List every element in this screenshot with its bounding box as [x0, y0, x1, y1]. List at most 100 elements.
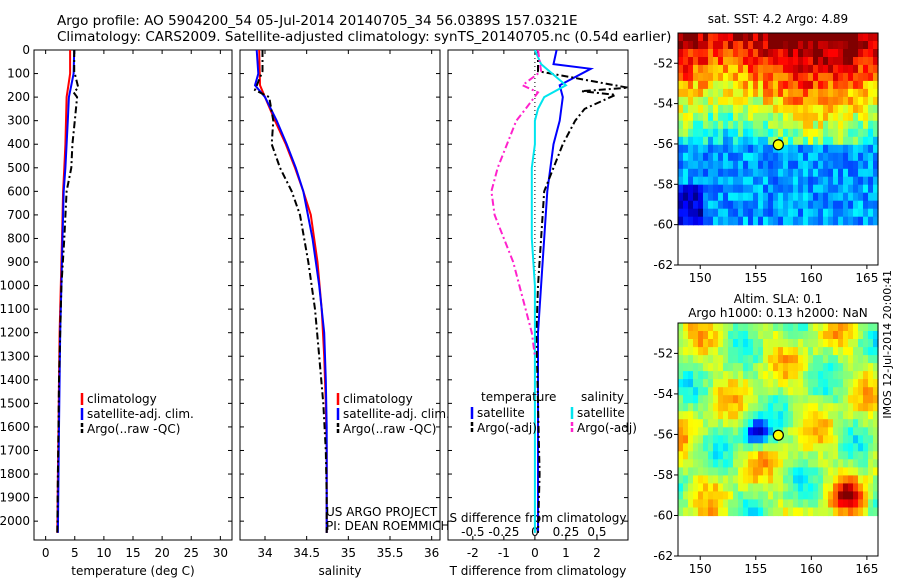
heatmap-cell [733, 435, 739, 444]
heatmap-cell [723, 363, 729, 372]
heatmap-cell [683, 208, 689, 218]
heatmap-cell [873, 347, 879, 356]
heatmap-cell [733, 152, 739, 162]
heatmap-cell [788, 136, 794, 146]
heatmap-cell [783, 208, 789, 218]
heatmap-cell [698, 80, 704, 90]
heatmap-cell [843, 216, 849, 226]
heatmap-cell [748, 152, 754, 162]
heatmap-cell [843, 443, 849, 452]
heatmap-cell [678, 451, 684, 460]
heatmap-cell [718, 419, 724, 428]
heatmap-cell [853, 507, 859, 517]
heatmap-cell [733, 475, 739, 484]
heatmap-cell [813, 331, 819, 340]
heatmap-cell [723, 80, 729, 90]
heatmap-cell [728, 88, 734, 98]
heatmap-cell [843, 459, 849, 468]
heatmap-cell [688, 395, 694, 404]
heatmap-cell [863, 491, 869, 500]
heatmap-cell [808, 49, 814, 58]
heatmap-cell [823, 136, 829, 146]
heatmap-cell [678, 395, 684, 404]
heatmap-cell [863, 507, 869, 517]
heatmap-cell [693, 49, 699, 58]
heatmap-cell [693, 72, 699, 82]
heatmap-cell [833, 104, 839, 114]
heatmap-cell [758, 208, 764, 218]
heatmap-cell [848, 475, 854, 484]
heatmap-cell [753, 411, 759, 420]
heatmap-cell [738, 323, 744, 332]
map-ytick-label: -58 [653, 468, 673, 482]
heatmap-cell [858, 483, 864, 492]
heatmap-cell [688, 339, 694, 348]
heatmap-cell [793, 96, 799, 106]
heatmap-cell [858, 184, 864, 194]
heatmap-cell [768, 112, 774, 122]
heatmap-cell [773, 104, 779, 114]
heatmap-cell [713, 395, 719, 404]
heatmap-cell [708, 355, 714, 364]
heatmap-cell [723, 451, 729, 460]
heatmap-cell [688, 435, 694, 444]
heatmap-cell [818, 112, 824, 122]
heatmap-cell [703, 347, 709, 356]
heatmap-cell [843, 395, 849, 404]
heatmap-cell [873, 355, 879, 364]
heatmap-cell [698, 216, 704, 226]
heatmap-cell [798, 347, 804, 356]
heatmap-cell [818, 184, 824, 194]
heatmap-cell [863, 80, 869, 90]
heatmap-cell [843, 112, 849, 122]
heatmap-cell [683, 57, 689, 66]
heatmap-cell [863, 347, 869, 356]
heatmap-cell [698, 451, 704, 460]
heatmap-cell [708, 459, 714, 468]
heatmap-cell [718, 200, 724, 210]
heatmap-cell [728, 192, 734, 202]
heatmap-cell [833, 112, 839, 122]
heatmap-cell [678, 467, 684, 476]
heatmap-cell [713, 419, 719, 428]
heatmap-cell [763, 176, 769, 186]
heatmap-cell [723, 104, 729, 114]
heatmap-cell [723, 41, 729, 50]
heatmap-cell [833, 136, 839, 146]
heatmap-cell [843, 339, 849, 348]
heatmap-cell [818, 347, 824, 356]
heatmap-cell [773, 120, 779, 130]
ytick-label: 1800 [0, 467, 30, 481]
heatmap-cell [773, 483, 779, 492]
heatmap-cell [778, 49, 784, 58]
heatmap-cell [678, 136, 684, 146]
heatmap-cell [768, 347, 774, 356]
heatmap-cell [833, 387, 839, 396]
heatmap-cell [708, 331, 714, 340]
heatmap-cell [753, 208, 759, 218]
heatmap-cell [873, 443, 879, 452]
heatmap-cell [693, 57, 699, 66]
heatmap-cell [688, 475, 694, 484]
heatmap-cell [703, 499, 709, 508]
heatmap-cell [708, 387, 714, 396]
heatmap-cell [783, 459, 789, 468]
heatmap-cell [868, 152, 874, 162]
heatmap-cell [748, 216, 754, 226]
heatmap-cell [853, 200, 859, 210]
heatmap-cell [803, 371, 809, 380]
heatmap-cell [678, 507, 684, 517]
series-group-salinity [253, 50, 328, 533]
heatmap-cell [703, 216, 709, 226]
heatmap-cell [788, 475, 794, 484]
heatmap-cell [713, 88, 719, 98]
heatmap-cell [853, 491, 859, 500]
heatmap-cell [703, 41, 709, 50]
legend-label: satellite [577, 406, 625, 420]
heatmap-cell [798, 339, 804, 348]
heatmap-cell [748, 411, 754, 420]
heatmap-cell [733, 57, 739, 66]
heatmap-cell [713, 136, 719, 146]
heatmap-cell [823, 176, 829, 186]
heatmap-cell [683, 371, 689, 380]
